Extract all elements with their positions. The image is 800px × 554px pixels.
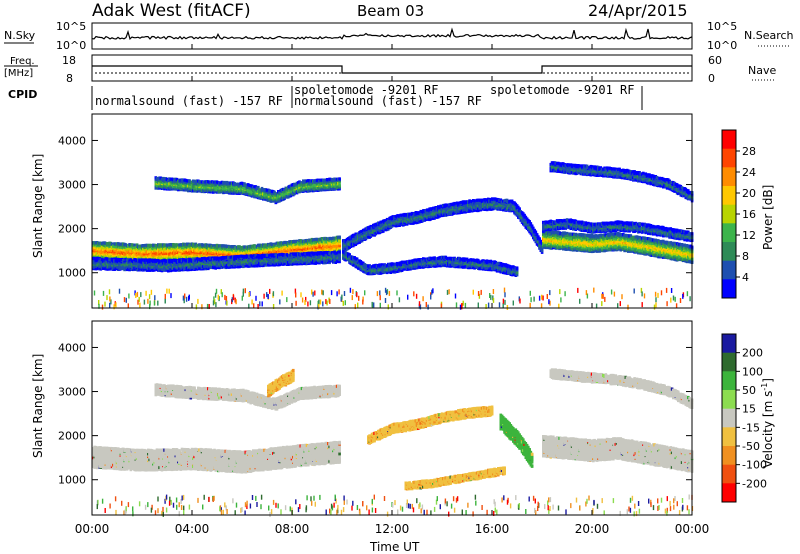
- heatmap-cell-2745: [338, 235, 341, 239]
- freq-unit: [MHz]: [4, 68, 33, 79]
- nave-tick-high: 60: [708, 54, 722, 67]
- heatmap-cell-4089: [338, 177, 341, 181]
- heatmap-cell-4085: [338, 183, 341, 187]
- date-label: 24/Apr/2015: [588, 1, 688, 20]
- cpid-segment-1: normalsound (fast) -157 RF: [95, 94, 283, 108]
- nsky-line: [91, 27, 693, 41]
- cpid-segment-3: normalsound (fast) -157 RF: [294, 94, 482, 108]
- nsearch-tick-low: 10^0: [707, 39, 737, 52]
- freq-label: Freq.: [10, 56, 35, 67]
- cpid-row: normalsound (fast) -157 RF spoletomode -…: [91, 83, 643, 110]
- nsky-tick-low: 10^0: [56, 39, 86, 52]
- cpid-label: CPID: [8, 88, 37, 101]
- freq-tick-high: 18: [62, 54, 76, 67]
- nsky-tick-high: 10^5: [56, 20, 86, 33]
- cpid-segment-2: spoletomode -9201 RF: [294, 83, 439, 97]
- nave-tick-low: 0: [708, 72, 715, 85]
- nave-label: Nave: [748, 64, 776, 77]
- cpid-segment-4: spoletomode -9201 RF: [490, 83, 635, 97]
- freq-tick-low: 8: [66, 72, 73, 85]
- nsearch-label: N.Search: [744, 29, 794, 42]
- station-title: Adak West (fitACF): [92, 1, 251, 21]
- nsky-label: N.Sky: [4, 29, 36, 42]
- power-heatmap: [92, 161, 694, 310]
- freq-line: [92, 65, 692, 74]
- beam-label: Beam 03: [357, 2, 424, 20]
- heatmap-cell-233: [110, 242, 114, 246]
- nsearch-tick-high: 10^5: [707, 20, 737, 33]
- heatmap-cell-477: [133, 243, 136, 247]
